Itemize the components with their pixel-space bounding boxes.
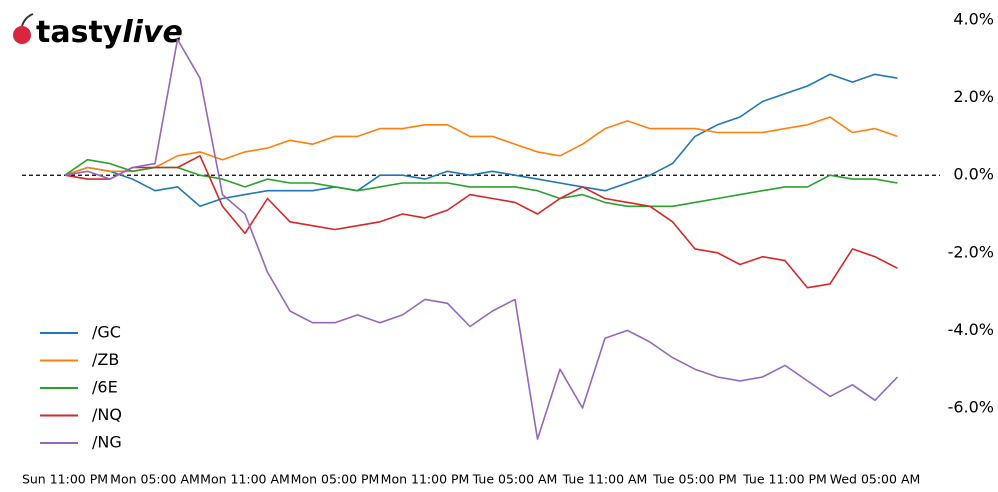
logo-stem	[21, 13, 34, 27]
y-tick-label: -4.0%	[948, 320, 994, 339]
logo: tastylive	[13, 13, 183, 50]
legend-label: /NQ	[92, 405, 122, 424]
y-tick-label: 4.0%	[953, 10, 994, 29]
x-tick-label: Tue 05:00 AM	[472, 472, 558, 487]
x-tick-label: Tue 05:00 PM	[652, 472, 737, 487]
legend-label: /NG	[92, 433, 122, 452]
y-tick-label: -2.0%	[948, 242, 994, 261]
x-tick-label: Mon 11:00 AM	[200, 472, 290, 487]
series-line	[64, 116, 898, 176]
series-line	[64, 158, 898, 208]
logo-italic: live	[122, 15, 182, 50]
y-tick-label: 2.0%	[953, 87, 994, 106]
series-line	[64, 155, 898, 289]
x-tick-label: Tue 11:00 AM	[562, 472, 648, 487]
legend-label: /6E	[92, 378, 118, 397]
series-line	[64, 38, 899, 440]
x-tick-label: Tue 11:00 PM	[742, 472, 827, 487]
x-tick-label: Sun 11:00 PM	[22, 472, 108, 487]
y-tick-label: -6.0%	[948, 398, 994, 417]
logo-text: tastylive	[36, 15, 183, 50]
x-tick-label: Mon 11:00 PM	[381, 472, 470, 487]
y-tick-label: 0.0%	[953, 165, 994, 184]
logo-cherry	[13, 26, 31, 44]
series-line	[64, 73, 898, 208]
x-tick-label: Mon 05:00 PM	[291, 472, 380, 487]
logo-bold: tasty	[36, 15, 123, 50]
legend-label: /ZB	[92, 350, 119, 369]
x-tick-label: Mon 05:00 AM	[110, 472, 200, 487]
x-tick-label: Wed 05:00 AM	[830, 472, 921, 487]
legend-label: /GC	[92, 323, 121, 342]
